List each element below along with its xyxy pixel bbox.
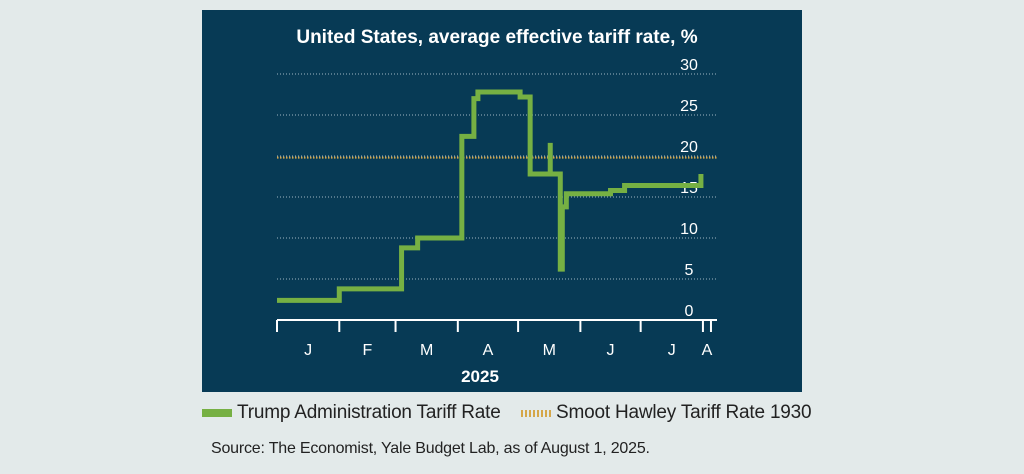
y-tick-label: 10 (680, 221, 698, 238)
x-tick-label: A (702, 342, 713, 359)
legend-swatch-trump (202, 409, 232, 417)
tariff-rate-chart: United States, average effective tariff … (276, 27, 717, 386)
x-tick-label: F (363, 342, 373, 359)
x-tick-label: A (483, 342, 494, 359)
source-note: Source: The Economist, Yale Budget Lab, … (211, 440, 650, 457)
y-tick-label: 25 (680, 98, 698, 115)
legend-swatch-smoot (521, 409, 551, 417)
y-tick-label: 5 (685, 262, 694, 279)
y-tick-label: 20 (680, 139, 698, 156)
chart-title: United States, average effective tariff … (296, 27, 697, 48)
x-tick-label: J (304, 342, 312, 359)
x-tick-label: J (668, 342, 676, 359)
legend-item-smoot: Smoot Hawley Tariff Rate 1930 (521, 400, 812, 426)
legend-item-trump: Trump Administration Tariff Rate (202, 400, 501, 426)
legend-label-trump: Trump Administration Tariff Rate (237, 402, 501, 423)
x-axis-label: 2025 (461, 367, 499, 386)
chart-panel: United States, average effective tariff … (202, 10, 802, 392)
x-tick-label: M (543, 342, 556, 359)
x-tick-label: J (607, 342, 615, 359)
x-tick-label: M (420, 342, 433, 359)
y-tick-label: 0 (685, 303, 694, 320)
y-tick-label: 15 (680, 180, 698, 197)
legend-label-smoot: Smoot Hawley Tariff Rate 1930 (556, 402, 812, 423)
y-tick-label: 30 (680, 57, 698, 74)
trump-tariff-rate-line (277, 89, 704, 303)
